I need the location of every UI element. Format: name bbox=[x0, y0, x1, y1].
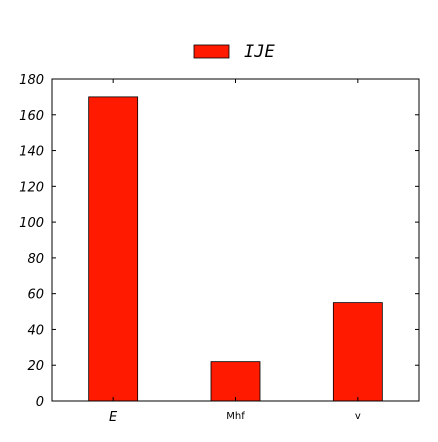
y-tick-label-100: 100 bbox=[19, 216, 44, 231]
y-tick-label-80: 80 bbox=[27, 252, 44, 267]
legend-label: IJE bbox=[244, 42, 275, 62]
axis-ticks bbox=[52, 78, 419, 402]
bar-v bbox=[332, 302, 383, 402]
y-tick-label-40: 40 bbox=[27, 323, 44, 338]
y-tick-label-60: 60 bbox=[27, 288, 44, 303]
y-tick-label-140: 140 bbox=[19, 145, 44, 160]
y-tick-label-20: 20 bbox=[27, 359, 44, 374]
y-tick-label-180: 180 bbox=[19, 73, 44, 88]
bar-e bbox=[88, 96, 139, 402]
y-tick-label-0: 0 bbox=[36, 395, 44, 410]
y-tick-labels: 0 20 40 60 80 100 120 140 160 180 bbox=[19, 73, 44, 410]
legend-swatch bbox=[193, 44, 230, 59]
legend: IJE bbox=[193, 42, 275, 62]
y-tick-label-160: 160 bbox=[19, 109, 44, 124]
x-tick-label-v: v bbox=[355, 411, 361, 422]
x-tick-label-e: E bbox=[109, 410, 118, 425]
y-tick-label-120: 120 bbox=[19, 180, 44, 195]
bar-mhf bbox=[210, 361, 261, 402]
bars bbox=[88, 96, 383, 402]
x-tick-labels: E Mhf v bbox=[109, 410, 361, 425]
x-tick-label-mhf: Mhf bbox=[226, 411, 245, 422]
plot-frame bbox=[51, 78, 420, 402]
